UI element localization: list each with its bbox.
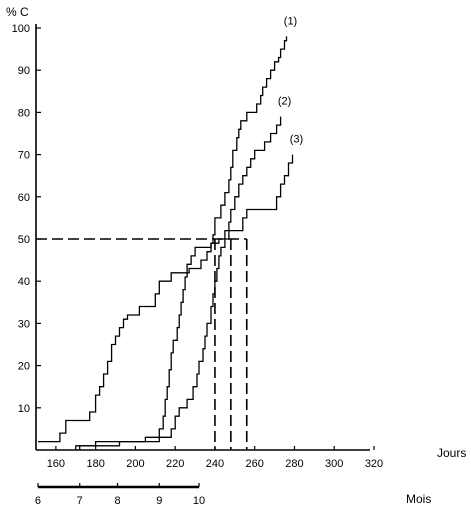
y-tick-label: 50 [18,234,30,246]
x-tick-label: 300 [325,458,343,470]
y-tick-label: 60 [18,192,30,204]
axes [35,24,370,451]
x-tick-label: 200 [126,458,144,470]
y-tick-label: 70 [18,150,30,162]
series-labels: (1) (2) (3) [278,15,303,145]
series-group [38,36,294,450]
series-label-1: (1) [284,15,297,27]
secondary-tick-label: 10 [193,495,205,507]
x-tick-label: 260 [246,458,264,470]
y-tick-label: 80 [18,107,30,119]
x-tick-label: 240 [206,458,224,470]
x-ticks: 160 180 200 220 240 260 280 300 320 [47,446,383,470]
x-tick-label: 180 [86,458,104,470]
secondary-tick-label: 7 [77,495,83,507]
secondary-axis-title: Mois [406,492,431,506]
y-tick-label: 20 [18,361,30,373]
y-axis-title: % C [6,5,29,19]
secondary-tick-label: 9 [156,495,162,507]
secondary-tick-label: 6 [35,495,41,507]
series-line-3 [79,154,294,450]
series-line-2 [75,116,282,450]
y-tick-label: 40 [18,276,30,288]
secondary-tick-label: 8 [114,495,120,507]
series-label-3: (3) [290,134,303,146]
y-tick-label: 90 [18,65,30,77]
secondary-axis: 6 7 8 9 10 [35,483,205,507]
y-ticks: 10 20 30 40 50 60 70 80 90 100 [12,23,41,415]
x-tick-label: 280 [285,458,303,470]
y-tick-label: 100 [12,23,30,35]
x-tick-label: 220 [166,458,184,470]
x-tick-label: 320 [365,458,383,470]
reference-lines [36,238,248,450]
y-tick-label: 10 [18,403,30,415]
x-axis-title: Jours [437,446,466,460]
y-tick-label: 30 [18,318,30,330]
series-label-2: (2) [278,96,291,108]
x-tick-label: 160 [47,458,65,470]
